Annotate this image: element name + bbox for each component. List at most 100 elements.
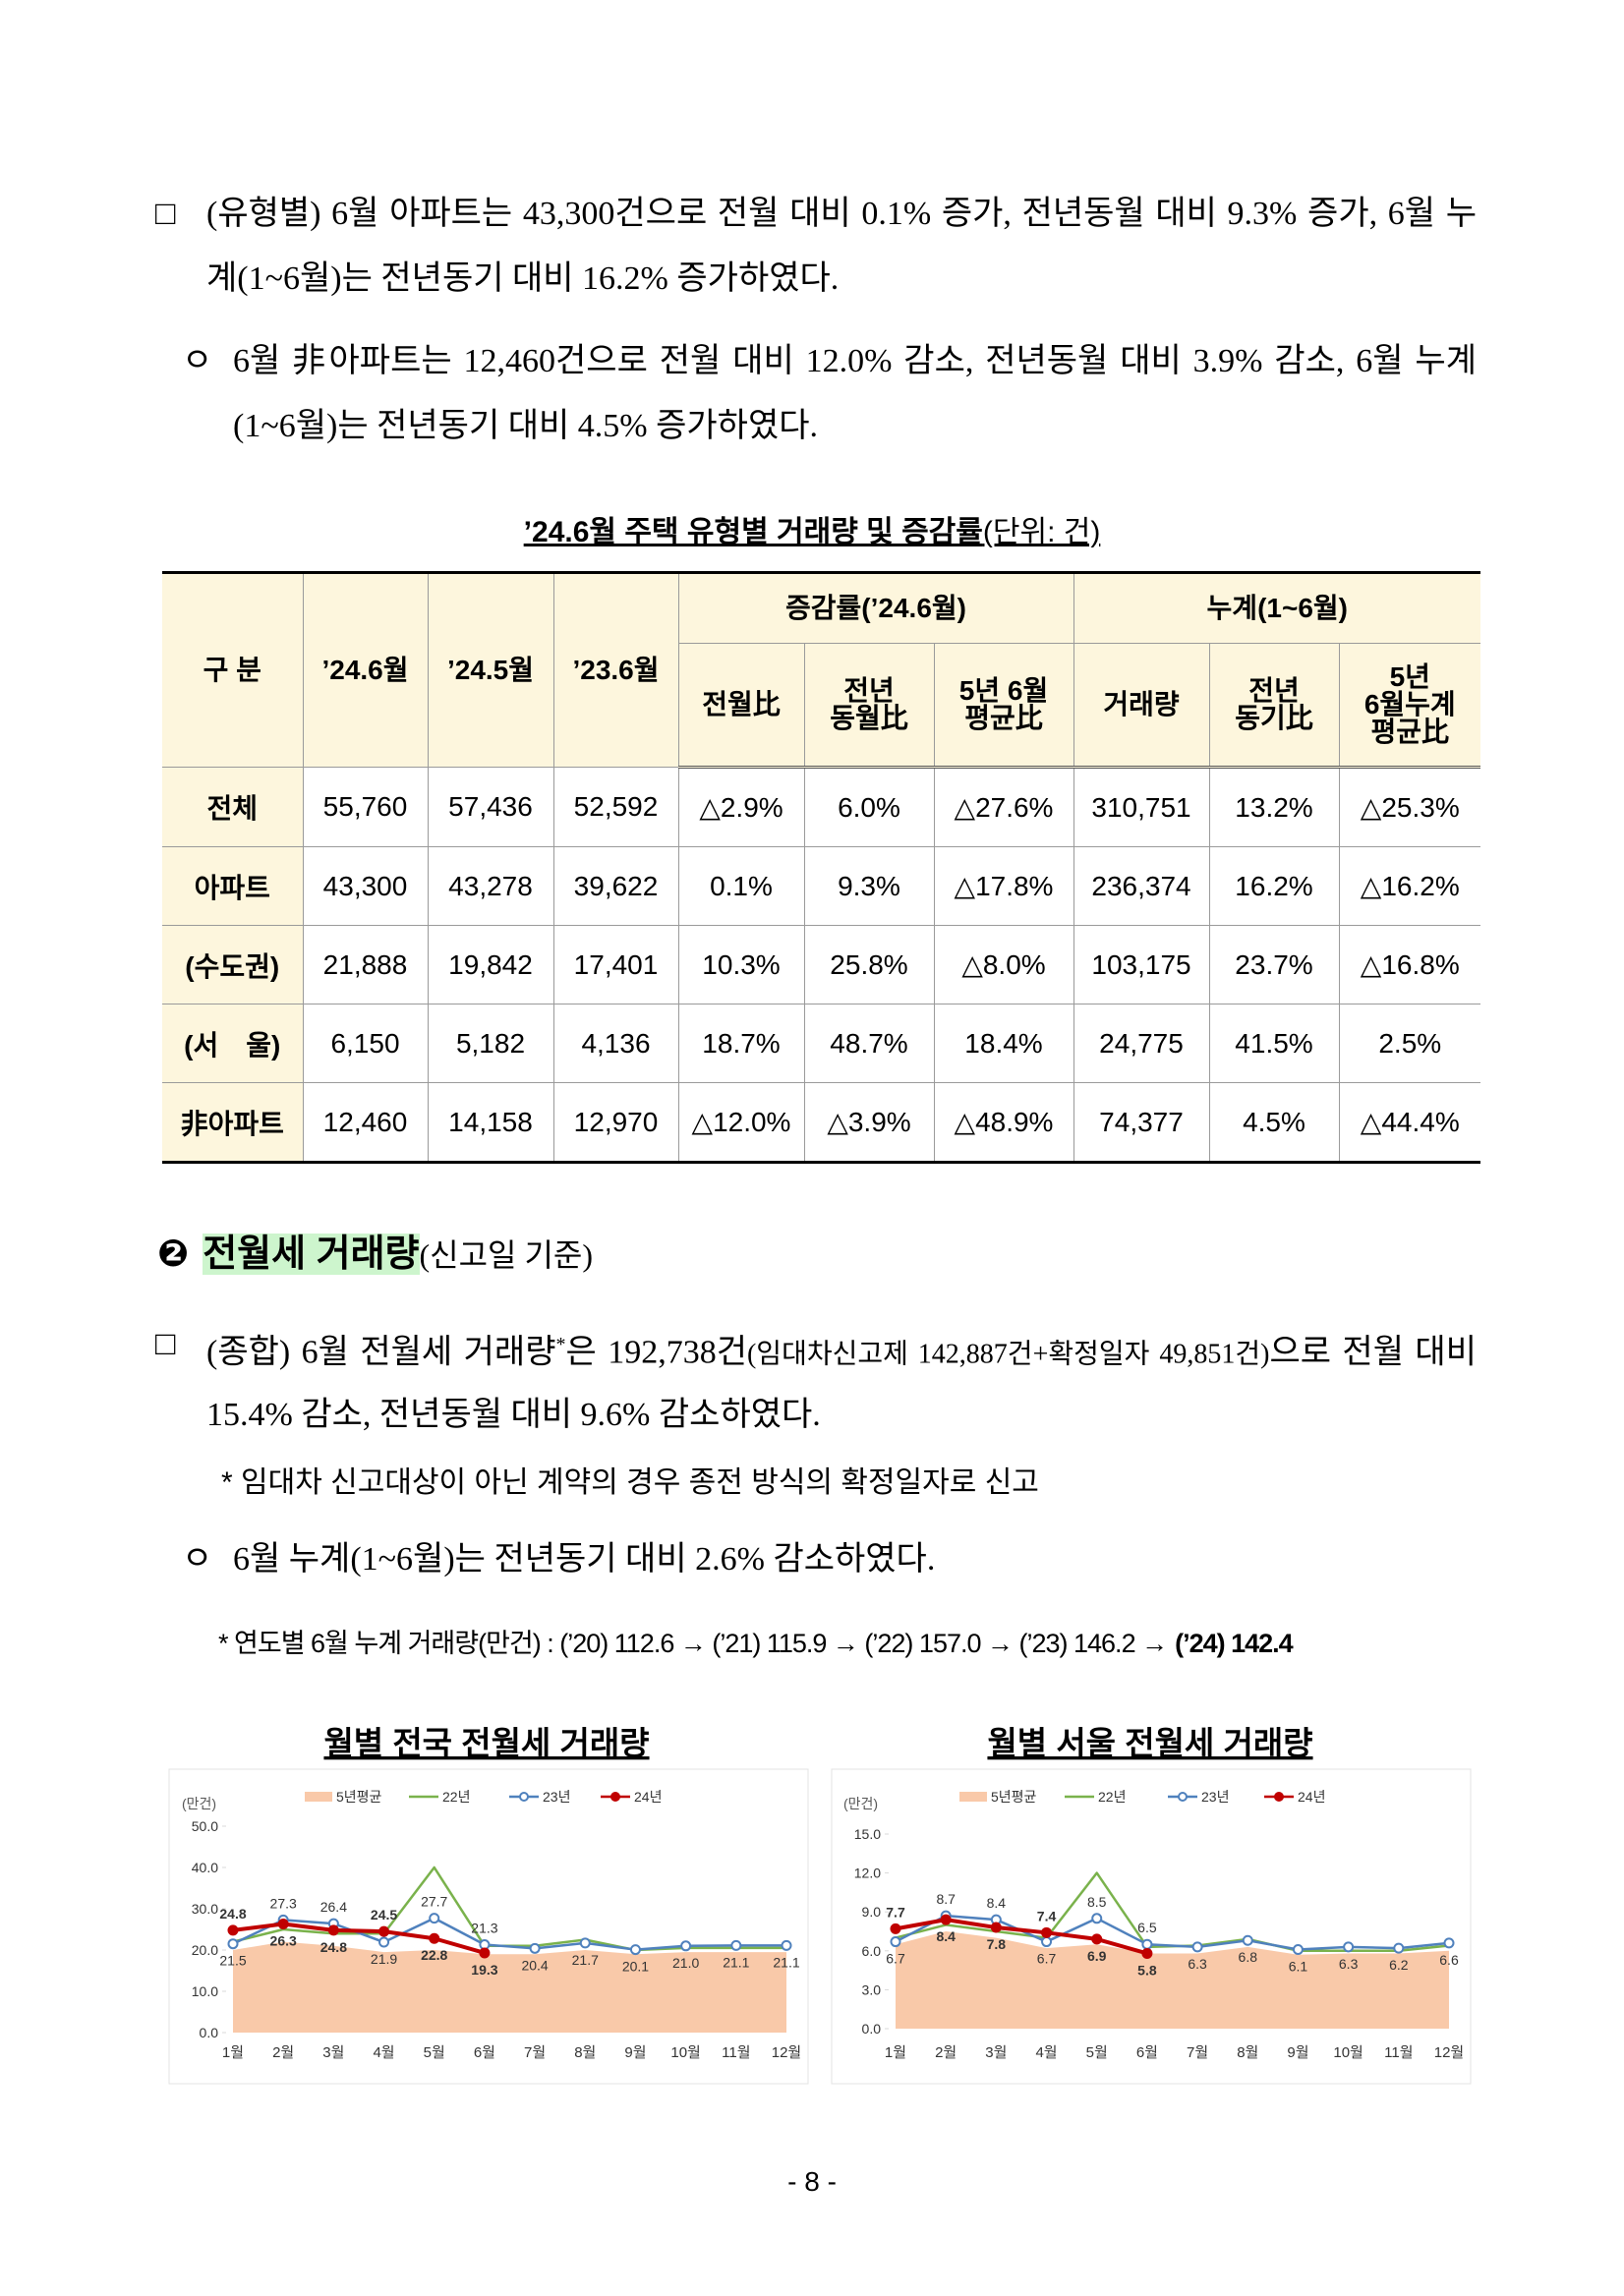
legend-label: 24년 xyxy=(1298,1789,1325,1805)
table-cell: 10.3% xyxy=(677,925,805,1004)
marker xyxy=(378,1936,390,1948)
table-cell: 57,436 xyxy=(427,767,554,847)
marker xyxy=(1343,1941,1355,1953)
table-cell: △44.4% xyxy=(1338,1082,1481,1164)
table-row: (수도권) 21,888 19,842 17,401 10.3% 25.8% △8.0% 10… xyxy=(162,925,1481,1004)
page-number: - 8 - xyxy=(787,2166,837,2197)
paragraph-text: 6월 非아파트는 12,460건으로 전월 대비 12.0% 감소, 전년동월 … xyxy=(233,343,1477,444)
x-tick-label: 11월 xyxy=(722,2044,750,2061)
marker xyxy=(227,1924,239,1936)
data-label: 6.7 xyxy=(1037,1951,1057,1967)
data-label: 24.5 xyxy=(371,1907,397,1923)
table-cell: 43,300 xyxy=(302,846,429,926)
data-label: 6.2 xyxy=(1389,1957,1409,1973)
data-label: 22.8 xyxy=(421,1947,447,1963)
x-tick-label: 12월 xyxy=(772,2044,802,2061)
table-cell: △8.0% xyxy=(933,925,1074,1004)
data-label: 6.8 xyxy=(1239,1949,1258,1965)
data-label: 7.8 xyxy=(987,1936,1007,1952)
x-tick-label: 2월 xyxy=(272,2044,294,2061)
table-cell: 12,460 xyxy=(302,1082,429,1164)
table-cell: △25.3% xyxy=(1338,767,1481,847)
footnote-text: * 연도별 6월 누계 거래량(만건) : (’20) 112.6 → (’21… xyxy=(218,1629,1168,1658)
data-label: 7.7 xyxy=(886,1904,905,1920)
table-cell: 18.4% xyxy=(933,1004,1074,1083)
bullet: □ xyxy=(155,196,176,232)
data-label: 21.1 xyxy=(723,1954,749,1970)
table-cell: 4.5% xyxy=(1208,1082,1340,1164)
table-cell: 6.0% xyxy=(803,767,935,847)
line xyxy=(895,1918,1148,1956)
marker xyxy=(429,1932,440,1944)
header-cell: 전월比 xyxy=(678,643,805,769)
table-cell: 14,158 xyxy=(427,1082,554,1164)
header-cell: ’24.5월 xyxy=(427,571,554,768)
y-axis-label: (만건) xyxy=(843,1796,878,1811)
table-cell: 23.7% xyxy=(1208,925,1340,1004)
table-cell: 39,622 xyxy=(552,846,679,926)
data-label: 6.3 xyxy=(1339,1956,1359,1972)
x-tick-label: 1월 xyxy=(885,2044,906,2061)
data-label: 26.3 xyxy=(270,1933,297,1949)
header-row: 구 분 ’24.6월 ’24.5월 ’23.6월 증감률(’24.6월) 누계(1~6월) xyxy=(162,571,1481,768)
x-tick-label: 7월 xyxy=(1187,2044,1208,2061)
legend-marker xyxy=(1274,1792,1284,1802)
table-cell: △16.2% xyxy=(1338,846,1481,926)
data-label: 27.7 xyxy=(421,1894,447,1910)
paragraph: ㅇ 6월 非아파트는 12,460건으로 전월 대비 12.0% 감소, 전년동… xyxy=(182,329,1477,459)
data-label: 6.1 xyxy=(1289,1958,1308,1974)
header-cell: 5년 6월 평균比 xyxy=(933,643,1074,769)
marker xyxy=(277,1919,289,1930)
line xyxy=(232,1866,786,1952)
section-title: 전월세 거래량 xyxy=(203,1234,420,1275)
x-tick-label: 4월 xyxy=(1035,2044,1057,2061)
data-label: 27.3 xyxy=(270,1895,297,1911)
x-tick-label: 3월 xyxy=(985,2044,1007,2061)
legend-label: 22년 xyxy=(1098,1789,1126,1805)
legend-label: 23년 xyxy=(543,1789,570,1805)
legend-marker xyxy=(1178,1792,1188,1802)
y-axis-label: (만건) xyxy=(182,1796,216,1811)
y-tick-label: 12.0 xyxy=(854,1866,881,1881)
footnote-mark: * xyxy=(555,1334,566,1355)
data-label: 8.7 xyxy=(936,1891,956,1907)
data-label: 24.8 xyxy=(320,1939,347,1955)
table-title: ’24.6월 주택 유형별 거래량 및 증감률(단위: 건) xyxy=(0,507,1624,550)
table-cell: 9.3% xyxy=(803,846,935,926)
x-tick-label: 9월 xyxy=(1287,2044,1308,2061)
x-tick-label: 10월 xyxy=(1333,2044,1363,2061)
marker xyxy=(990,1922,1002,1933)
section-heading: ❷ 전월세 거래량(신고일 기준) xyxy=(157,1227,593,1282)
table-cell: 74,377 xyxy=(1073,1082,1210,1164)
marker xyxy=(1292,1943,1304,1955)
y-tick-label: 50.0 xyxy=(192,1818,218,1834)
x-tick-label: 9월 xyxy=(624,2044,646,2061)
data-label: 5.8 xyxy=(1137,1962,1157,1978)
legend-label: 23년 xyxy=(1201,1789,1229,1805)
marker xyxy=(1041,1926,1053,1938)
y-tick-label: 0.0 xyxy=(862,2021,882,2037)
table-cell: 18.7% xyxy=(677,1004,805,1083)
x-tick-label: 8월 xyxy=(574,2044,596,2061)
line xyxy=(895,1914,1450,1951)
table-cell: 55,760 xyxy=(302,767,429,847)
text: 은 192,738건 xyxy=(565,1334,747,1371)
legend-swatch xyxy=(959,1792,987,1802)
marker xyxy=(730,1939,742,1951)
x-tick-label: 10월 xyxy=(670,2044,701,2061)
table-row: 非아파트 12,460 14,158 12,970 △12.0% △3.9% △48.9% 7… xyxy=(162,1082,1481,1164)
y-tick-label: 20.0 xyxy=(192,1942,218,1958)
chart-title: 월별 전국 전월세 거래량 xyxy=(323,1725,649,1761)
y-tick-label: 40.0 xyxy=(192,1860,218,1875)
table-title-text: ’24.6월 주택 유형별 거래량 및 증감률 xyxy=(523,516,983,548)
marker xyxy=(1091,1933,1103,1945)
legend-label: 5년평균 xyxy=(991,1789,1037,1805)
table-cell: 24,775 xyxy=(1073,1004,1210,1083)
y-tick-label: 10.0 xyxy=(192,1983,218,1999)
data-label: 21.1 xyxy=(773,1954,799,1970)
row-label: 非아파트 xyxy=(162,1082,304,1164)
data-label: 8.5 xyxy=(1087,1894,1107,1910)
table-cell: △17.8% xyxy=(933,846,1074,926)
